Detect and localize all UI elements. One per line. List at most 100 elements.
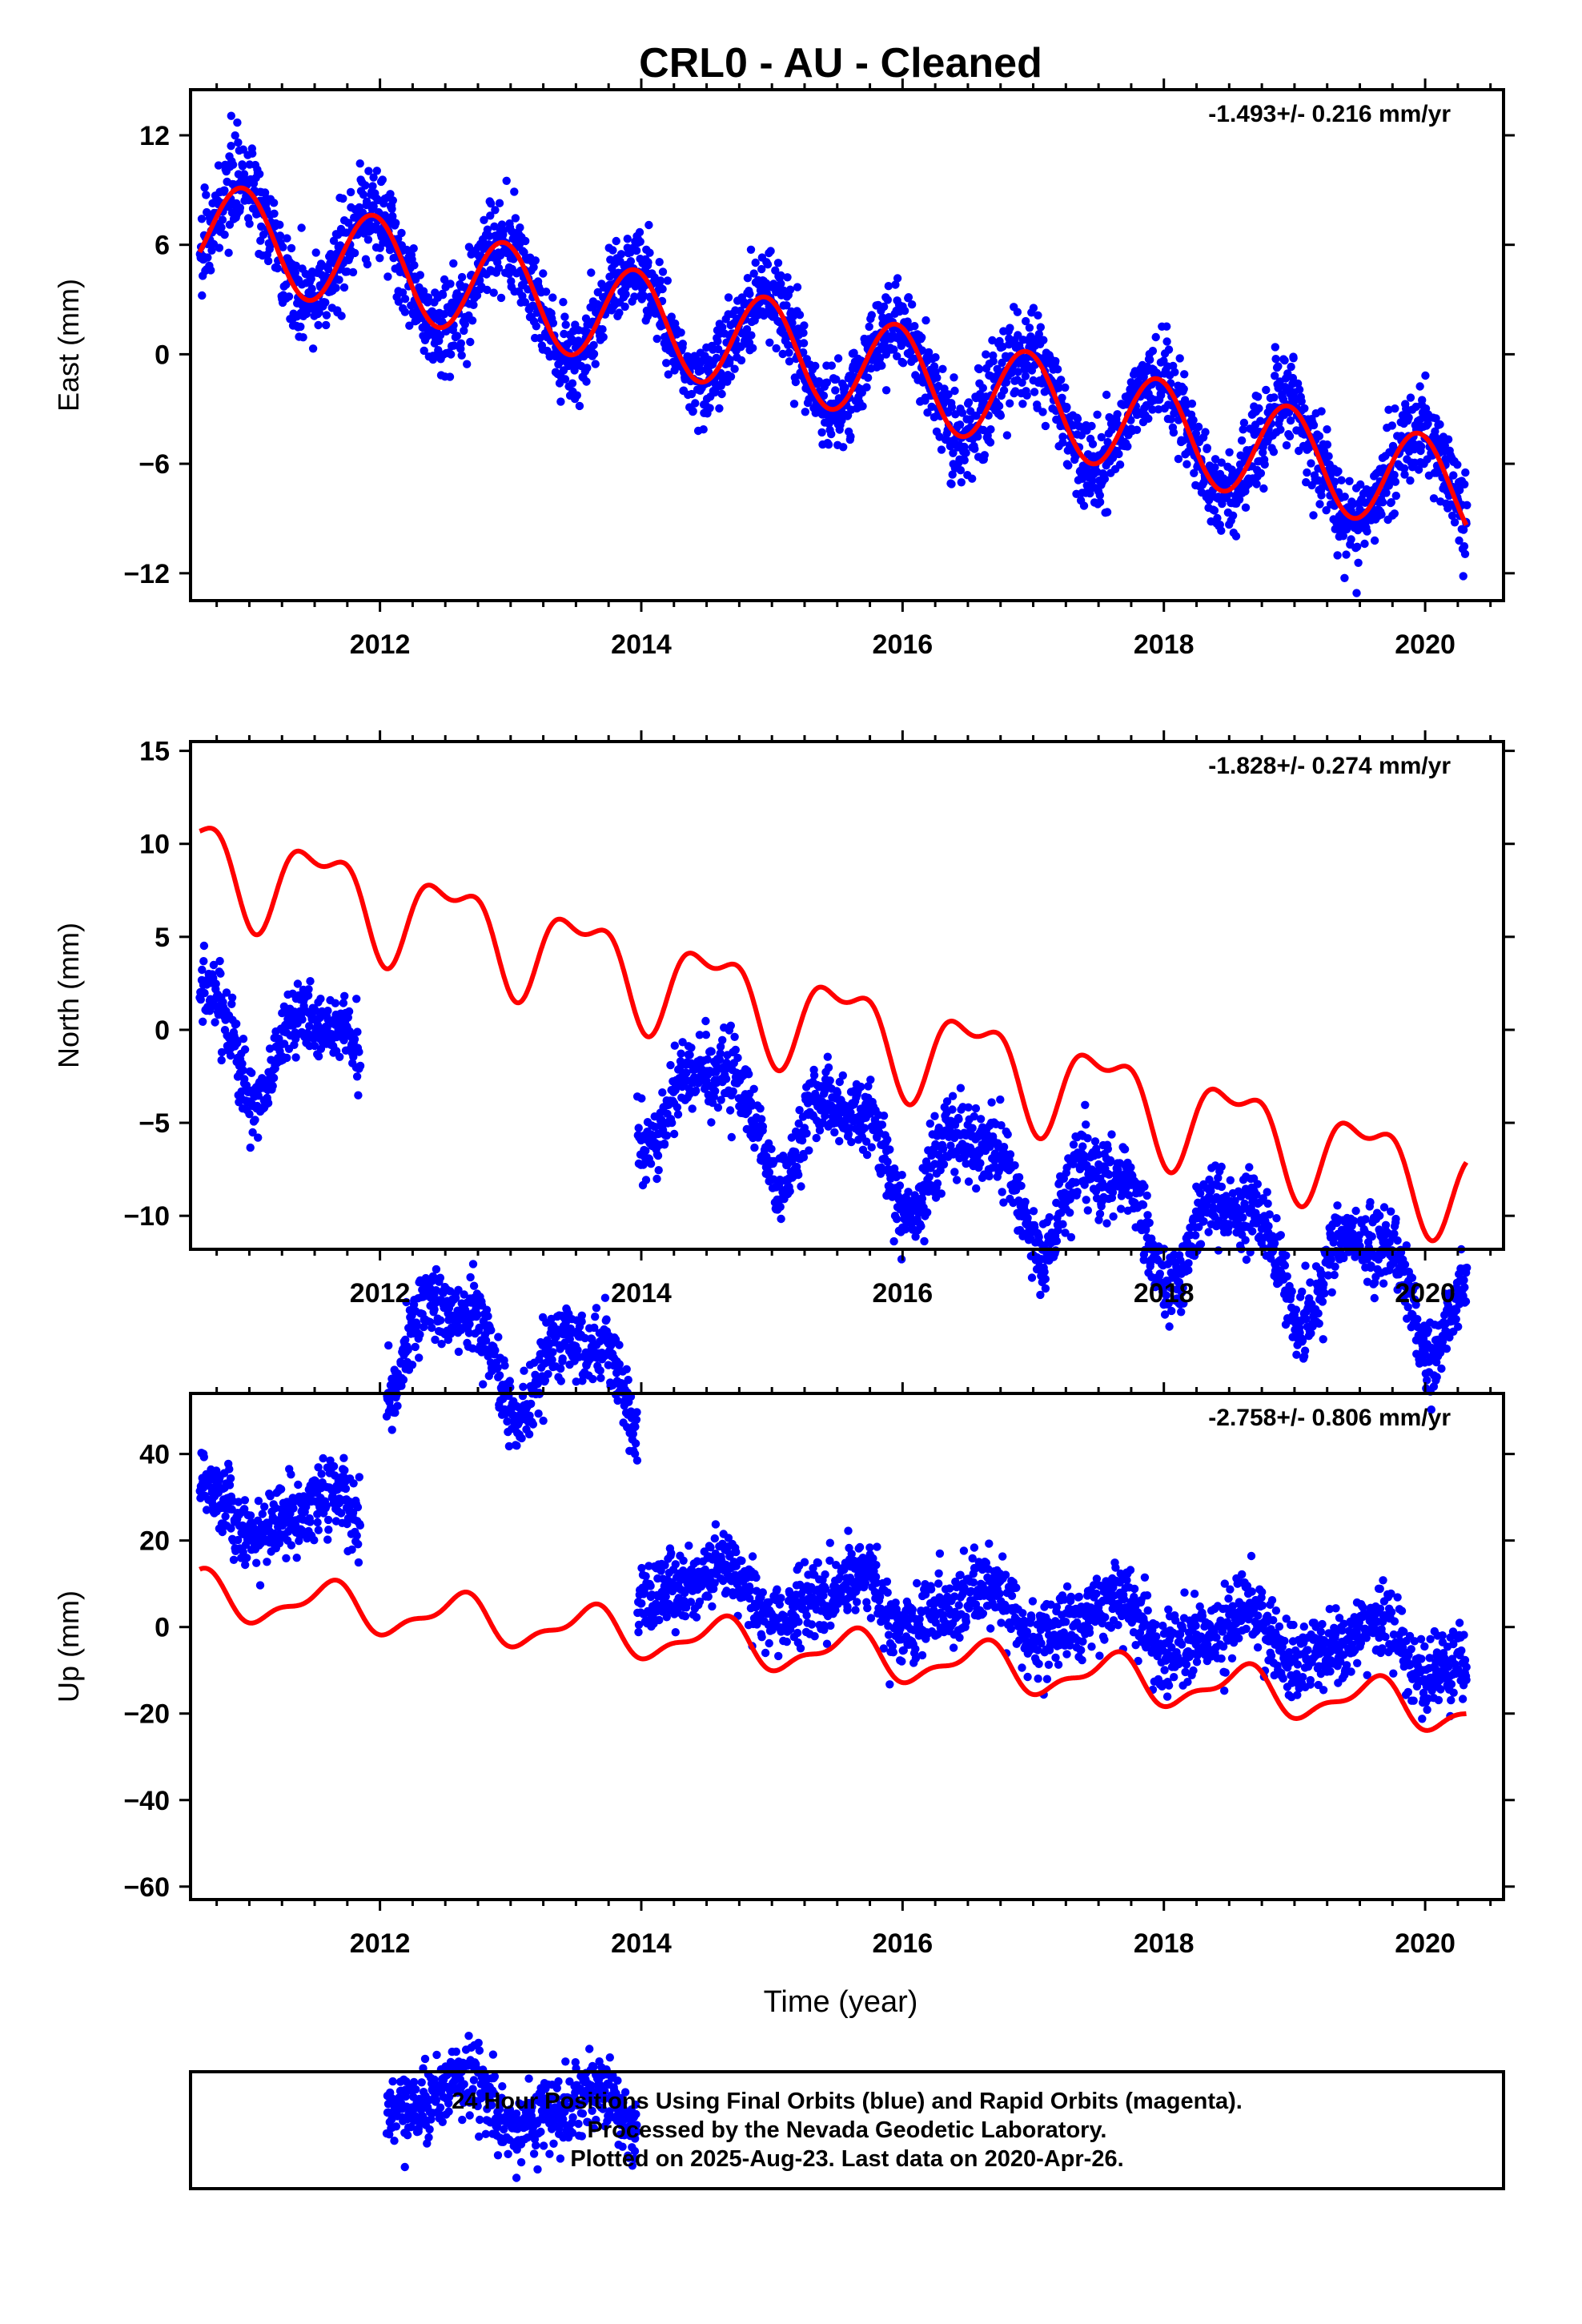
data-point [1162, 322, 1171, 331]
data-point [758, 1122, 768, 1131]
data-point [1082, 1196, 1090, 1204]
data-point [885, 1145, 894, 1154]
data-point [1391, 491, 1401, 501]
data-point [817, 428, 826, 437]
data-point [1460, 549, 1470, 558]
data-point [1058, 1220, 1067, 1228]
data-point [1025, 324, 1034, 332]
data-point [348, 267, 358, 277]
data-point [1062, 403, 1071, 412]
data-point [827, 361, 837, 370]
data-point [726, 1021, 735, 1031]
data-point [245, 219, 254, 228]
data-point [974, 364, 984, 374]
data-point [466, 337, 475, 347]
data-point [632, 1408, 641, 1417]
data-point [1260, 460, 1269, 469]
data-point [1095, 497, 1105, 507]
data-point [487, 1325, 496, 1335]
data-point [340, 991, 349, 1001]
data-point [1087, 421, 1096, 431]
data-point [971, 1104, 981, 1113]
data-point [548, 1348, 557, 1357]
data-point [246, 1143, 255, 1152]
data-point [1406, 476, 1415, 485]
data-point [707, 1118, 716, 1127]
data-point [483, 225, 492, 234]
data-point [1387, 421, 1397, 430]
data-point [1352, 589, 1361, 597]
data-point [214, 161, 223, 170]
data-point [1134, 378, 1143, 387]
data-point [1038, 408, 1047, 416]
data-point [687, 389, 697, 399]
data-point [199, 957, 208, 966]
data-point [227, 993, 237, 1003]
data-point [1271, 355, 1280, 364]
data-point [1340, 573, 1349, 582]
data-point [713, 1103, 723, 1112]
data-point [1174, 454, 1183, 464]
data-point [833, 1088, 842, 1097]
data-point [1109, 1212, 1118, 1221]
data-point [809, 1071, 819, 1080]
data-point [1253, 392, 1263, 401]
data-point [645, 248, 654, 257]
data-point [450, 341, 459, 350]
data-point [964, 1177, 974, 1186]
data-point [626, 257, 636, 266]
data-point [463, 360, 472, 368]
data-point [299, 333, 307, 342]
data-point [968, 474, 977, 483]
data-point [689, 407, 697, 416]
data-point [1003, 1130, 1012, 1139]
data-point [1460, 542, 1469, 551]
data-point [469, 1281, 479, 1290]
data-point [811, 361, 820, 371]
data-point [923, 1208, 932, 1217]
data-point [558, 1354, 567, 1363]
data-point [831, 386, 840, 395]
data-point [862, 383, 871, 392]
data-point [322, 311, 331, 320]
data-point [1041, 1274, 1050, 1284]
data-point [1073, 1188, 1082, 1196]
data-point [976, 1115, 986, 1124]
data-point [824, 440, 833, 449]
data-point [1095, 491, 1105, 500]
data-point [339, 194, 347, 203]
data-point [511, 214, 520, 223]
east-rate-label: -1.493+/- 0.216 mm/yr [1208, 101, 1451, 127]
data-point [449, 259, 458, 268]
data-point [970, 444, 979, 453]
data-point [489, 288, 498, 297]
data-point [316, 995, 325, 1003]
data-point [211, 1018, 219, 1027]
data-point [1034, 311, 1042, 320]
data-point [951, 410, 960, 419]
data-point [583, 364, 592, 372]
data-point [1148, 347, 1158, 356]
data-point [575, 401, 584, 411]
data-point [1324, 452, 1333, 460]
data-point [479, 1380, 488, 1389]
data-point [322, 320, 331, 330]
data-point [784, 340, 793, 349]
data-point [1416, 442, 1426, 451]
data-point [889, 1236, 898, 1246]
data-point [632, 1456, 642, 1465]
data-point [1148, 405, 1157, 414]
data-point [1182, 460, 1191, 468]
data-point [544, 1369, 552, 1379]
data-point [715, 404, 724, 413]
data-point [1377, 510, 1386, 519]
data-point [974, 432, 982, 441]
data-point [662, 359, 671, 368]
data-point [539, 1416, 548, 1425]
data-point [673, 1110, 683, 1119]
data-point [993, 364, 1002, 373]
data-point [352, 1072, 362, 1081]
data-point [883, 1157, 892, 1166]
data-point [1018, 400, 1027, 408]
plot-title: CRL0 - AU - Cleaned [639, 40, 1042, 86]
